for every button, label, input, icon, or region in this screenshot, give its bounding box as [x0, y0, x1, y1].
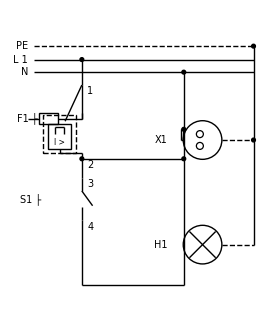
Circle shape	[182, 157, 186, 161]
Text: S1 ├: S1 ├	[20, 193, 41, 205]
Bar	[43, 115, 76, 154]
Circle shape	[252, 138, 255, 142]
Text: F1 ├: F1 ├	[18, 113, 38, 124]
Bar	[48, 124, 71, 149]
Text: I >: I >	[54, 138, 65, 147]
Text: 1: 1	[87, 86, 93, 96]
Bar	[39, 113, 58, 124]
Circle shape	[80, 157, 84, 161]
Text: PE: PE	[16, 41, 28, 51]
Circle shape	[252, 44, 255, 48]
Text: 2: 2	[87, 160, 93, 170]
Text: X1: X1	[155, 135, 168, 145]
Circle shape	[182, 127, 186, 131]
Text: 3: 3	[87, 179, 93, 189]
Text: 4: 4	[87, 222, 93, 232]
Circle shape	[182, 70, 186, 74]
Text: H1: H1	[154, 240, 168, 250]
Text: L 1: L 1	[14, 55, 28, 65]
Circle shape	[80, 58, 84, 62]
Text: N: N	[21, 67, 28, 77]
